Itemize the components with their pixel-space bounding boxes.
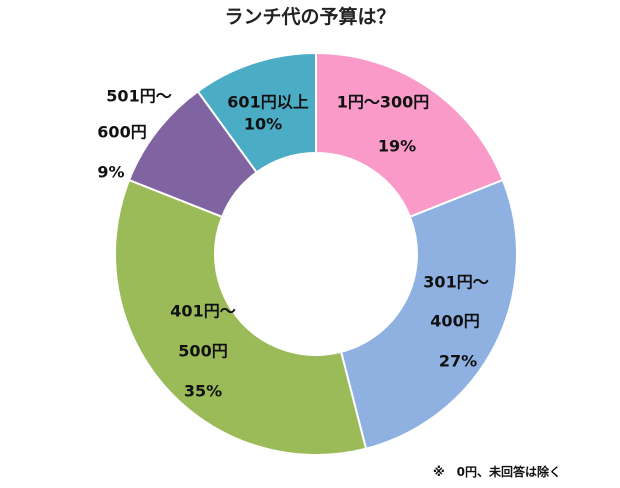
- chart-title: ランチ代の予算は？: [224, 6, 396, 28]
- slice-value-label: 27%: [439, 352, 477, 371]
- footnote: ※ 0円、未回答は除く: [433, 465, 562, 479]
- donut-slice: [196, 51, 317, 174]
- slice-category-label: 301円～: [423, 273, 488, 292]
- slice-category-label: 1円～300円: [337, 93, 430, 112]
- donut-slice: [114, 178, 368, 456]
- slice-value-label: 19%: [378, 137, 416, 156]
- slice-value-label: 9%: [97, 163, 124, 182]
- donut-slice: [339, 178, 518, 450]
- slice-category-label: 401円～: [170, 302, 235, 321]
- slice-category-label: 400円: [430, 312, 479, 331]
- slice-category-label: 601円以上: [227, 93, 308, 112]
- slice-category-label: 501円～: [106, 87, 171, 106]
- slice-category-label: 600円: [97, 123, 146, 142]
- donut-slice: [315, 51, 505, 219]
- slice-category-label: 500円: [178, 342, 227, 361]
- slice-value-label: 35%: [184, 382, 222, 401]
- slice-value-label: 10%: [244, 115, 282, 134]
